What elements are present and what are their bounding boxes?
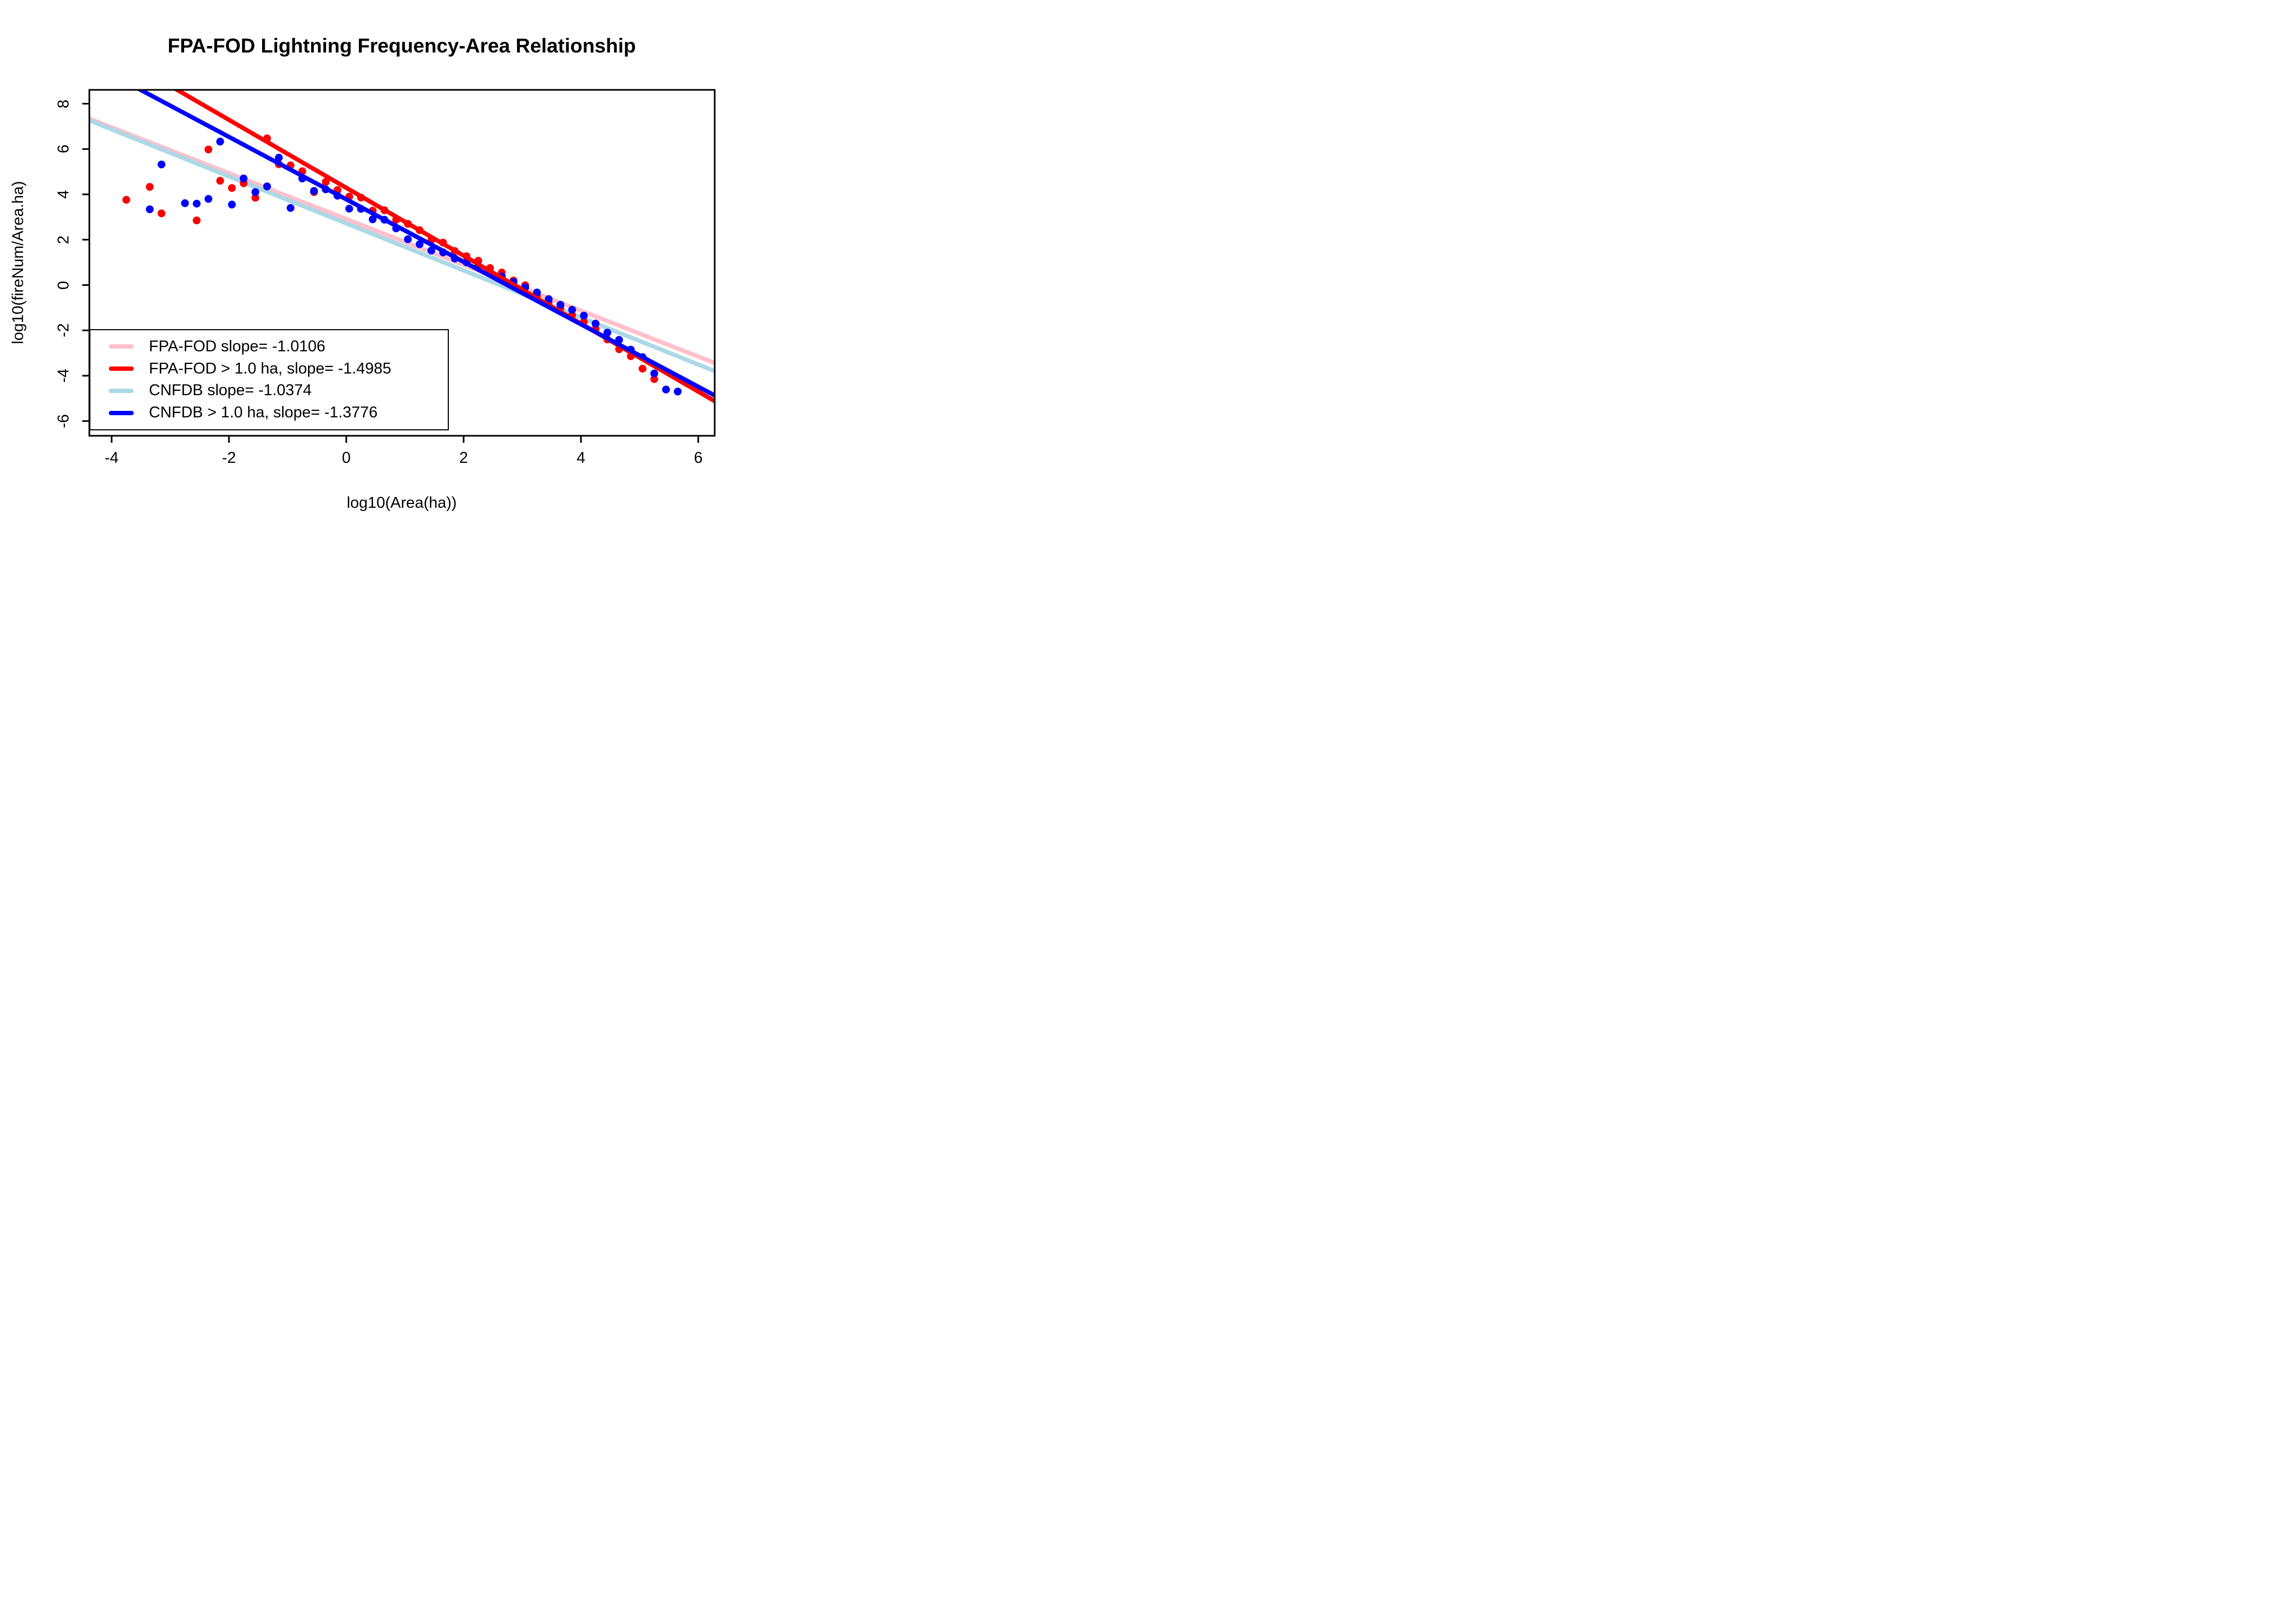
- data-point: [603, 329, 611, 337]
- y-tick-label: 6: [55, 145, 73, 154]
- x-tick-label: 0: [342, 449, 351, 467]
- legend-item-cnfdb-all: CNFDB slope= -1.0374: [109, 382, 448, 400]
- fit-line-under: [89, 118, 715, 374]
- data-point: [146, 183, 154, 191]
- fit-line-over: [136, 90, 715, 398]
- legend-line-sample-red: [109, 366, 134, 371]
- data-point: [638, 364, 646, 373]
- legend-line-sample-blue: [109, 410, 134, 415]
- data-point: [345, 205, 354, 213]
- y-tick-label: -4: [55, 369, 73, 383]
- data-point: [193, 200, 201, 208]
- data-point: [650, 369, 658, 378]
- data-point: [158, 209, 166, 218]
- y-tick-label: 0: [55, 280, 73, 290]
- data-point: [533, 289, 541, 297]
- y-tick-label: 8: [55, 99, 73, 108]
- data-point: [251, 194, 259, 202]
- data-point: [310, 187, 318, 195]
- y-tick-label: -6: [55, 414, 73, 428]
- legend-label: CNFDB > 1.0 ha, slope= -1.3776: [149, 404, 378, 422]
- data-point: [228, 200, 236, 209]
- y-tick-label: 2: [55, 235, 73, 244]
- data-point: [122, 195, 130, 204]
- fit-line-over: [173, 90, 715, 404]
- fit-lines-under: [89, 116, 715, 374]
- data-point: [322, 178, 330, 186]
- y-tick-label: -2: [55, 323, 73, 338]
- x-axis-label: log10(Area(ha)): [347, 494, 457, 512]
- data-point: [591, 319, 600, 328]
- x-tick-label: 4: [576, 449, 586, 467]
- legend-item-fpa-fod-all: FPA-FOD slope= -1.0106: [109, 338, 448, 356]
- data-point: [228, 184, 236, 192]
- data-point: [286, 204, 295, 212]
- data-point: [204, 195, 213, 203]
- legend-label: FPA-FOD slope= -1.0106: [149, 337, 325, 355]
- legend-item-fpa-fod-gt1ha: FPA-FOD > 1.0 ha, slope= -1.4985: [109, 360, 448, 378]
- legend-label: CNFDB slope= -1.0374: [149, 382, 312, 400]
- x-tick-label: 2: [459, 449, 468, 467]
- data-point: [263, 182, 271, 191]
- data-point: [568, 305, 576, 314]
- plot-border: [88, 89, 716, 437]
- legend: FPA-FOD slope= -1.0106 FPA-FOD > 1.0 ha,…: [89, 329, 449, 430]
- data-point: [580, 311, 588, 320]
- fit-lines-over: [136, 90, 715, 404]
- chart-title: FPA-FOD Lightning Frequency-Area Relatio…: [167, 35, 636, 57]
- x-tick-label: 6: [694, 449, 703, 467]
- data-point: [556, 300, 565, 309]
- x-tick-label: -4: [104, 449, 119, 467]
- data-point: [415, 240, 424, 248]
- data-point: [216, 137, 224, 146]
- data-point: [404, 235, 412, 244]
- data-point: [251, 188, 259, 197]
- figure: FPA-FOD Lightning Frequency-Area Relatio…: [0, 0, 758, 541]
- data-point: [650, 375, 658, 383]
- legend-item-cnfdb-gt1ha: CNFDB > 1.0 ha, slope= -1.3776: [109, 404, 448, 422]
- y-tick-label: 4: [55, 189, 73, 199]
- x-tick-label: -2: [221, 449, 236, 467]
- data-point: [239, 174, 248, 182]
- data-point: [204, 145, 213, 154]
- legend-line-sample-lightblue: [109, 388, 134, 393]
- legend-label: FPA-FOD > 1.0 ha, slope= -1.4985: [149, 359, 391, 377]
- legend-line-sample-pink: [109, 344, 134, 349]
- data-point: [146, 205, 154, 213]
- data-point: [216, 176, 224, 185]
- data-point: [369, 215, 377, 224]
- data-point: [193, 216, 201, 225]
- data-point: [275, 154, 283, 162]
- data-point: [427, 246, 435, 255]
- plot-area: [82, 89, 716, 443]
- data-point: [662, 385, 670, 394]
- data-point: [158, 160, 166, 168]
- data-point: [545, 295, 553, 303]
- data-point: [181, 199, 189, 207]
- y-axis-label: log10(fireNum/Area.ha): [9, 181, 27, 344]
- data-point: [674, 388, 682, 396]
